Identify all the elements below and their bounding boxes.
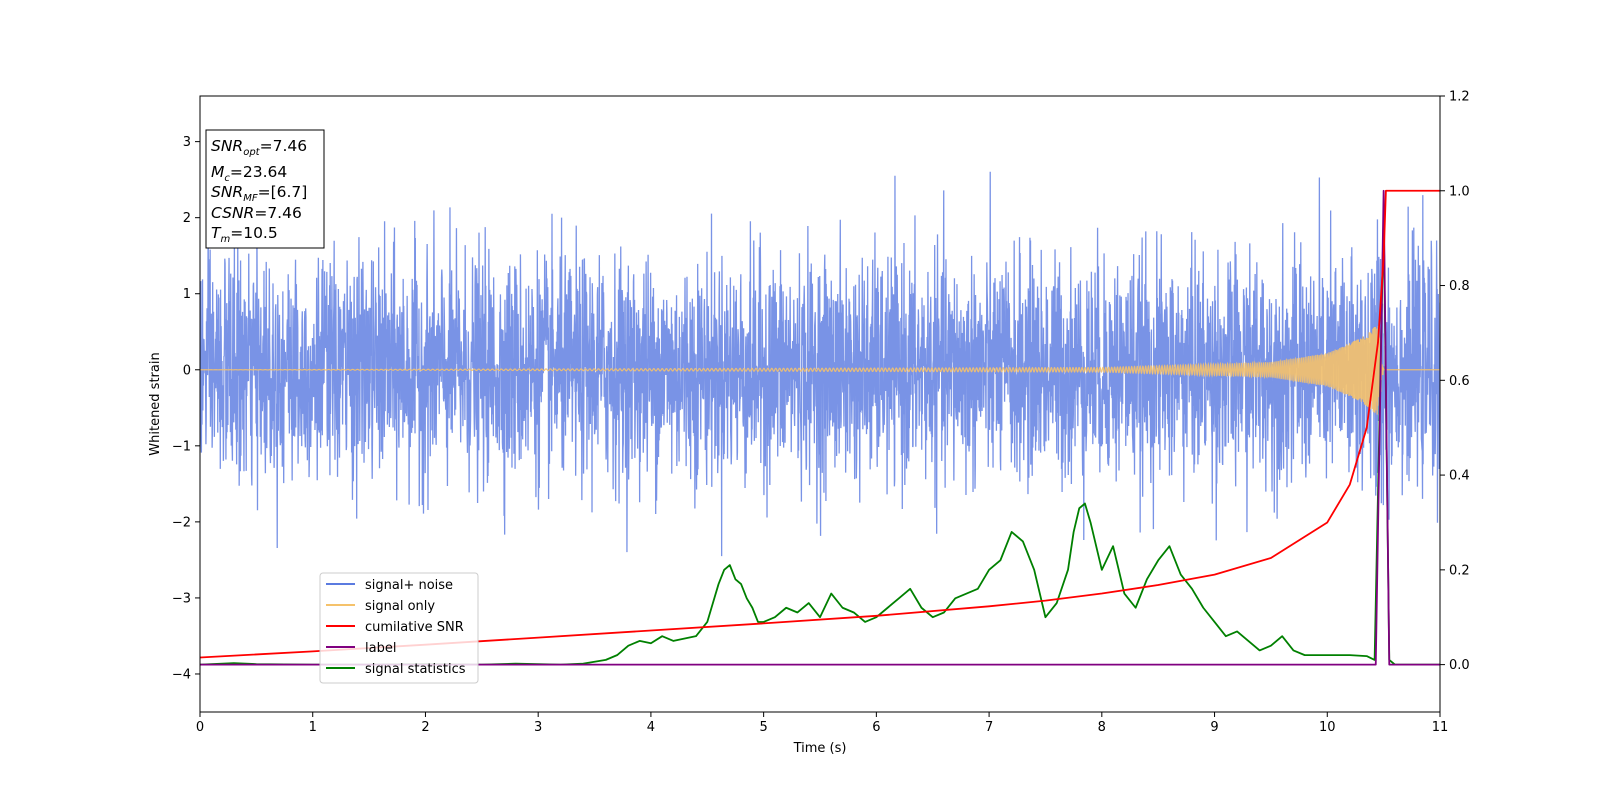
x-tick-label: 1 [309,720,317,735]
line-series-layer [200,189,1440,666]
y-left-tick-label: −2 [172,515,191,530]
x-tick-label: 8 [1098,720,1106,735]
x-tick-label: 3 [534,720,542,735]
plot-frame [199,95,1441,713]
legend-frame [319,572,479,684]
y-left-tick-label: 2 [183,211,191,226]
y-right-tick-label: 0.4 [1449,469,1470,484]
legend: signal+ noise signal only cumilative SNR… [319,572,479,684]
series-signal-noise [200,171,1440,557]
info-box: SNRopt=7.46 Mc=23.64 SNRMF=[6.7] CSNR=7.… [205,129,325,249]
plot-area [200,171,1440,666]
y-left-tick-label: 1 [183,287,191,302]
x-tick-label: 7 [985,720,993,735]
x-tick-label: 6 [872,720,880,735]
y-right-tick-label: 1.2 [1449,90,1470,105]
legend-label-cumulative-snr: cumilative SNR [365,620,464,635]
y-right-tick-label: 0.0 [1449,658,1470,673]
noise-series-layer [200,171,1440,557]
y-right-tick-label: 0.6 [1449,374,1470,389]
info-chirp-mass: Mc=23.64 [211,163,287,184]
x-tick-label: 0 [196,720,204,735]
legend-label-signal-only: signal only [365,599,435,614]
series-cumulative-snr [200,189,1440,659]
signal-only-series-layer [200,325,1440,415]
y-axis-label: Whitened strain [148,352,163,455]
y-left-tick-label: −4 [172,667,191,682]
info-tm: Tm=10.5 [211,224,278,245]
legend-label-signal-statistics: signal statistics [365,662,466,677]
y-right-tick-label: 0.2 [1449,563,1470,578]
info-snr-opt: SNRopt=7.46 [211,137,307,158]
y-right-tick-label: 1.0 [1449,184,1470,199]
legend-label-signal-noise: signal+ noise [365,578,453,593]
series-label [200,189,1440,666]
x-tick-label: 4 [647,720,655,735]
y-left-tick-label: −3 [172,591,191,606]
y-left-axis-ticks: −4 −3 −2 −1 0 1 2 3 [172,135,200,682]
x-tick-label: 9 [1210,720,1218,735]
info-csnr: CSNR=7.46 [211,204,302,222]
series-signal-only [200,325,1440,415]
x-tick-label: 5 [759,720,767,735]
x-tick-label: 10 [1319,720,1336,735]
y-right-axis-ticks: 0.0 0.2 0.4 0.6 0.8 1.0 1.2 [1440,90,1470,673]
info-box-frame [205,129,325,249]
y-left-tick-label: −1 [172,439,191,454]
y-left-tick-label: 3 [183,135,191,150]
info-snr-mf: SNRMF=[6.7] [211,183,307,204]
series-signal-statistics [200,213,1440,666]
x-axis-ticks: 0 1 2 3 4 5 6 7 8 9 10 11 [196,712,1448,735]
y-left-tick-label: 0 [183,363,191,378]
legend-label-label: label [365,641,396,656]
x-tick-label: 11 [1432,720,1449,735]
x-tick-label: 2 [421,720,429,735]
y-right-tick-label: 0.8 [1449,279,1470,294]
x-axis-label: Time (s) [793,741,847,756]
